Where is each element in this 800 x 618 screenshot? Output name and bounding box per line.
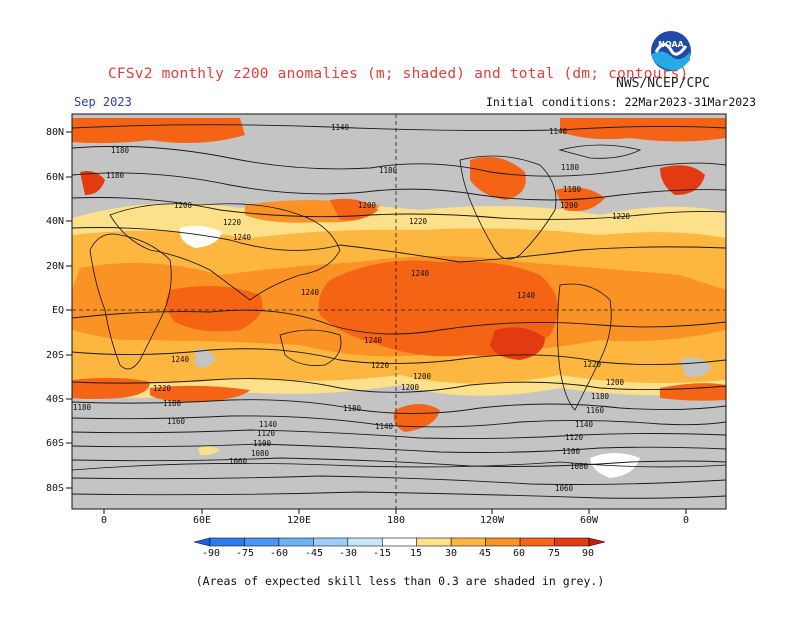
contour-label: 1180 [73,403,92,412]
colorbar-tick-label: 30 [445,548,457,559]
colorbar [193,537,606,547]
colorbar-tick-label: 15 [410,548,422,559]
contour-label: 1100 [562,447,581,456]
initial-conditions: Initial conditions: 22Mar2023-31Mar2023 [486,95,757,109]
forecast-month: Sep 2023 [74,95,132,109]
contour-label: 1100 [253,439,272,448]
lon-label: 60W [580,515,599,526]
contour-label: 1200 [358,201,377,210]
lat-label: 20N [46,261,64,272]
lon-label: 0 [683,515,689,526]
colorbar-segment [416,537,452,547]
colorbar-tick-label: 90 [582,548,594,559]
footnote: (Areas of expected skill less than 0.3 a… [195,574,605,588]
contour-lines [72,124,726,499]
colorbar-segment [313,537,349,547]
contour-label: 1180 [563,185,582,194]
contour-label: 1140 [331,123,350,132]
contour-label: 1200 [401,383,420,392]
colorbar-segment [347,537,383,547]
lon-label: 180 [387,515,405,526]
lat-label: 40S [46,394,64,405]
colorbar-tick-label: 60 [513,548,525,559]
contour-label: 1140 [575,420,594,429]
contour-label: 1200 [413,372,432,381]
colorbar-tick-label: -15 [373,548,391,559]
colorbar-segment [381,537,418,547]
contour-label: 1240 [411,269,430,278]
noaa-logo-icon: NOAA [651,31,691,71]
contour-label: 1180 [163,399,182,408]
contour-label: 1220 [409,217,428,226]
contour-label: 1180 [591,392,610,401]
lat-label: 80N [46,127,64,138]
contour-label: 1220 [153,384,172,393]
svg-text:NOAA: NOAA [658,40,684,49]
contour-label: 1180 [106,171,125,180]
contour-label: 1220 [223,218,242,227]
colorbar-segment [519,537,555,547]
contour-label: 1240 [171,355,190,364]
contour-label: 1220 [612,212,631,221]
contour-label: 1160 [167,417,186,426]
lon-axis: 0 60E 120E 180 120W 60W 0 [101,509,689,526]
contour-labels: 1140 1140 1180 1180 1180 1180 1180 1200 … [73,123,631,493]
contour-label: 1080 [570,462,589,471]
colorbar-tick-label: 45 [479,548,491,559]
colorbar-tick-label: -60 [270,548,288,559]
agency-label: NWS/NCEP/CPC [616,76,710,91]
lat-label: 60S [46,438,64,449]
colorbar-segment [485,537,521,547]
contour-label: 1240 [301,288,320,297]
contour-label: 1220 [583,360,602,369]
contour-label: 1200 [174,201,193,210]
map-title: CFSv2 monthly z200 anomalies (m; shaded)… [108,66,689,82]
contour-label: 1060 [555,484,574,493]
colorbar-tick-label: -90 [202,548,220,559]
contour-label: 1240 [517,291,536,300]
lon-label: 120E [287,515,311,526]
lat-label: 20S [46,350,64,361]
contour-label: 1080 [251,449,270,458]
coastlines [72,144,726,471]
contour-label: 1200 [560,201,579,210]
lat-axis: 80N 60N 40N 20N EQ 20S 40S 60S 80S [46,127,72,494]
colorbar-segment [450,537,486,547]
colorbar-segment [209,537,245,547]
colorbar-arrow-left [193,537,211,547]
map-frame [71,113,727,510]
contour-label: 1140 [375,422,394,431]
contour-label: 1240 [233,233,252,242]
contour-label: 1120 [565,433,584,442]
lon-label: 0 [101,515,107,526]
colorbar-tick-label: -75 [236,548,254,559]
colorbar-tick-label: 75 [548,548,560,559]
contour-label: 1140 [259,420,278,429]
lon-label: 120W [480,515,505,526]
colorbar-tick-label: -30 [339,548,357,559]
contour-label: 1180 [379,166,398,175]
lon-label: 60E [193,515,211,526]
colorbar-labels: -90 -75 -60 -45 -30 -15 15 30 45 60 75 9… [202,548,594,559]
contour-label: 1060 [229,457,248,466]
contour-label: 1160 [586,406,605,415]
lat-label: 60N [46,172,64,183]
lat-label: 80S [46,483,64,494]
contour-label: 1140 [549,127,568,136]
contour-label: 1200 [606,378,625,387]
lat-label: EQ [52,305,64,316]
colorbar-segment [554,537,590,547]
colorbar-segment [278,537,314,547]
colorbar-segment [244,537,280,547]
contour-label: 1180 [111,146,130,155]
lat-label: 40N [46,216,64,227]
colorbar-tick-label: -45 [305,548,323,559]
colorbar-arrow-right [588,537,606,547]
contour-label: 1180 [561,163,580,172]
contour-label: 1180 [343,404,362,413]
contour-label: 1240 [364,336,383,345]
contour-label: 1120 [257,429,276,438]
contour-label: 1220 [371,361,390,370]
